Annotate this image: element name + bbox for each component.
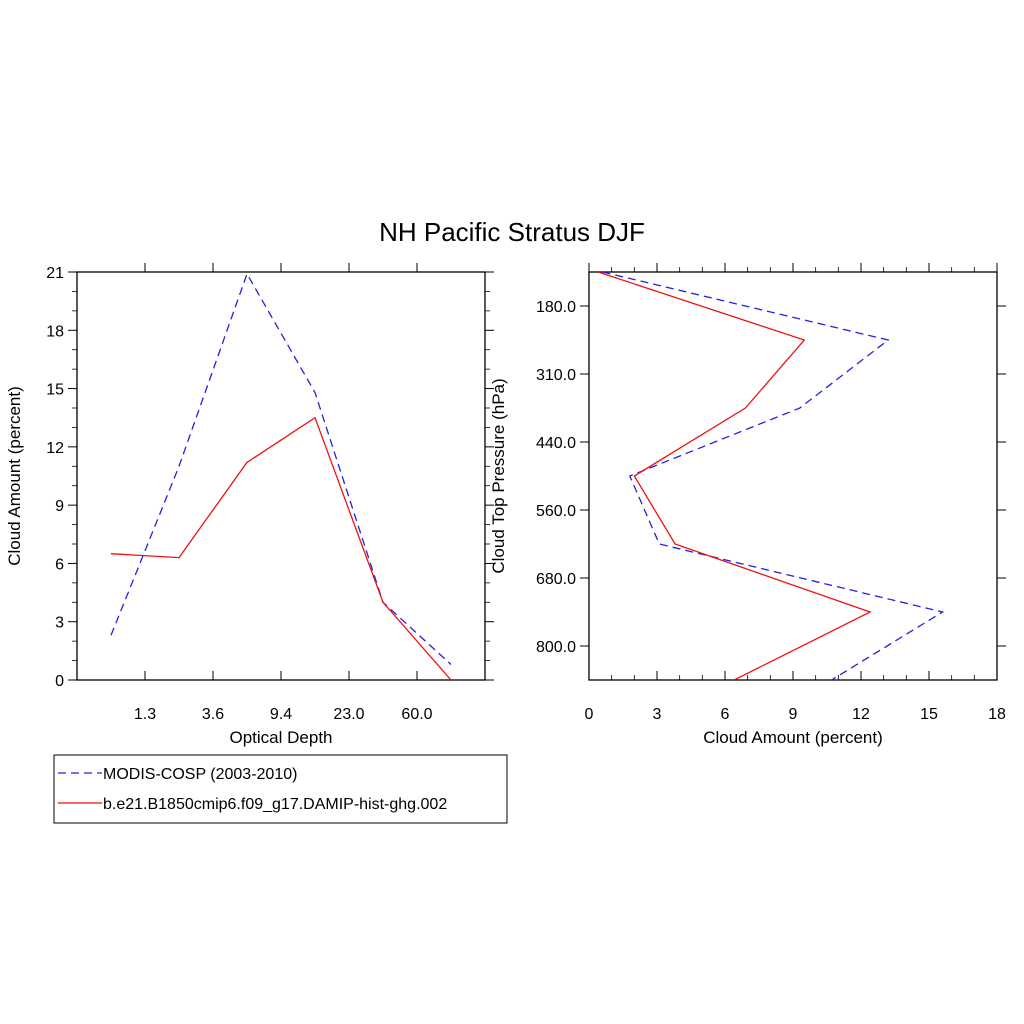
right-y-tick-label: 310.0 — [536, 367, 576, 384]
left-y-tick-label: 18 — [46, 323, 64, 340]
left-y-tick-label: 9 — [55, 498, 64, 515]
right-y-tick-label: 180.0 — [536, 299, 576, 316]
right-y-tick-label: 440.0 — [536, 435, 576, 452]
legend-label-model: b.e21.B1850cmip6.f09_g17.DAMIP-hist-ghg.… — [103, 796, 447, 813]
left-plot-frame — [76, 271, 486, 681]
left-y-axis-label: Cloud Amount (percent) — [5, 386, 24, 566]
right-y-tick-label: 800.0 — [536, 639, 576, 656]
left-series-line-obs — [110, 272, 452, 665]
right-series-line-model — [597, 272, 872, 680]
right-x-tick-label: 3 — [653, 706, 662, 723]
right-series-line-obs — [602, 272, 945, 680]
right-x-tick-label: 6 — [721, 706, 730, 723]
left-panel: 1.3 3.6 9.4 23.0 60.0 0 3 6 9 12 15 18 21 Optical De… — [5, 263, 494, 747]
legend-box — [53, 754, 508, 824]
left-y-tick-label: 21 — [46, 265, 64, 282]
right-x-tick-label: 18 — [988, 706, 1006, 723]
right-x-tick-label: 12 — [852, 706, 870, 723]
left-y-tick-label: 12 — [46, 440, 64, 457]
right-y-axis-label: Cloud Top Pressure (hPa) — [489, 378, 508, 573]
right-y-tick-label: 680.0 — [536, 571, 576, 588]
right-x-tick-label: 9 — [789, 706, 798, 723]
left-y-tick-label: 6 — [55, 556, 64, 573]
left-y-tick-label: 0 — [55, 673, 64, 690]
left-series-line-model — [110, 416, 452, 680]
chart-title: NH Pacific Stratus DJF — [379, 217, 645, 247]
right-y-tick-label: 560.0 — [536, 503, 576, 520]
left-x-tick-label: 9.4 — [270, 706, 292, 723]
legend: MODIS-COSP (2003-2010) b.e21.B1850cmip6.… — [53, 754, 508, 824]
left-series — [110, 272, 452, 680]
left-x-axis-label: Optical Depth — [230, 728, 333, 747]
left-ticks: 1.3 3.6 9.4 23.0 60.0 0 3 6 9 12 15 18 21 — [46, 263, 494, 723]
left-y-tick-label: 3 — [55, 615, 64, 632]
right-ticks: 0 3 6 9 12 15 18 180.0 310.0 440.0 560.0 680.0 800.0 — [536, 263, 1006, 723]
left-y-tick-label: 15 — [46, 382, 64, 399]
right-series — [597, 272, 945, 680]
left-x-tick-label: 3.6 — [202, 706, 224, 723]
right-x-axis-label: Cloud Amount (percent) — [703, 728, 883, 747]
legend-label-obs: MODIS-COSP (2003-2010) — [103, 766, 297, 783]
right-x-tick-label: 15 — [920, 706, 938, 723]
left-x-tick-label: 60.0 — [401, 706, 432, 723]
right-plot-frame — [588, 271, 998, 681]
right-x-tick-label: 0 — [585, 706, 594, 723]
right-panel: 0 3 6 9 12 15 18 180.0 310.0 440.0 560.0 680.0 800.0… — [489, 263, 1006, 747]
left-x-tick-label: 23.0 — [333, 706, 364, 723]
left-x-tick-label: 1.3 — [134, 706, 156, 723]
